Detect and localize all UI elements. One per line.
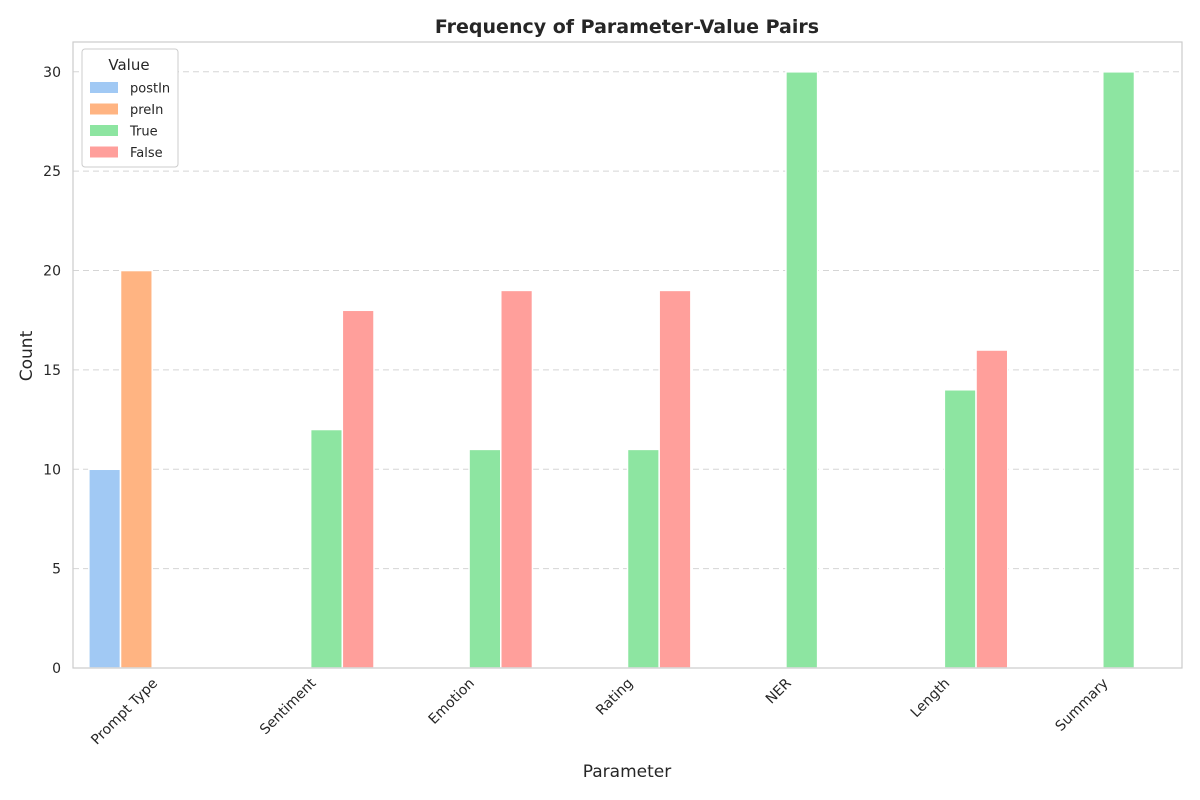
x-axis-ticks: Prompt Type Sentiment Emotion Rating NER Leng…	[88, 675, 1111, 748]
bar-true-ner	[785, 71, 819, 669]
legend-label: preIn	[130, 103, 163, 118]
legend-swatch	[90, 125, 118, 136]
plot-frame	[72, 41, 1183, 669]
x-tick-label: Emotion	[426, 676, 478, 728]
bar-true-emotion	[468, 448, 502, 669]
bar-false-length	[975, 349, 1009, 669]
bar-true-length	[943, 389, 977, 669]
bar-true-summary	[1102, 71, 1136, 669]
x-tick-label: Prompt Type	[88, 676, 161, 749]
x-tick-label: Sentiment	[257, 675, 320, 738]
legend-label: postIn	[130, 82, 170, 97]
bar-false-emotion	[500, 289, 534, 669]
chart-title: Frequency of Parameter-Value Pairs	[435, 16, 819, 38]
bar-true-rating	[626, 448, 660, 669]
bar-prein-prompt-type	[119, 269, 153, 669]
legend-box	[81, 48, 179, 168]
legend-items: postIn preIn True False	[90, 82, 170, 161]
x-tick-label: Length	[908, 676, 953, 721]
y-tick-label: 25	[43, 164, 61, 180]
y-tick-label: 10	[43, 462, 61, 478]
x-tick-label: NER	[763, 675, 795, 707]
y-tick-label: 5	[52, 562, 61, 578]
x-axis-title: Parameter	[583, 762, 671, 782]
y-tick-label: 15	[43, 363, 61, 379]
bar-postin-prompt-type	[88, 468, 122, 669]
y-axis-title: Count	[17, 330, 37, 381]
legend: Value postIn preIn True False	[81, 48, 179, 168]
legend-label: True	[129, 125, 158, 140]
bar-false-rating	[658, 289, 692, 669]
legend-label: False	[130, 146, 163, 161]
y-tick-label: 0	[52, 661, 61, 677]
legend-swatch	[90, 103, 118, 115]
x-tick-label: Rating	[593, 676, 636, 719]
x-tick-label: Summary	[1052, 676, 1111, 735]
y-tick-label: 30	[43, 65, 61, 81]
bar-true-sentiment	[309, 428, 344, 669]
bar-false-sentiment	[341, 309, 375, 669]
bars	[88, 71, 1136, 669]
y-axis-ticks: 0 5 10 15 20 25 30	[43, 65, 61, 677]
y-tick-label: 20	[43, 264, 61, 280]
legend-title: Value	[108, 56, 149, 74]
legend-swatch	[90, 146, 118, 158]
legend-swatch	[90, 82, 118, 93]
